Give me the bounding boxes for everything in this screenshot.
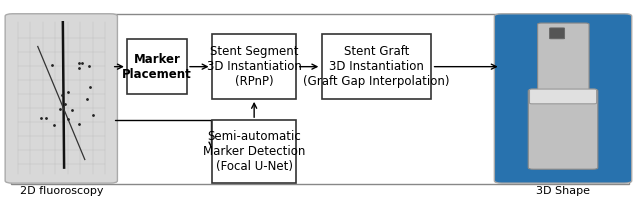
- FancyBboxPatch shape: [538, 23, 589, 96]
- FancyBboxPatch shape: [12, 14, 628, 184]
- Text: 3D Shape: 3D Shape: [536, 186, 590, 197]
- Text: Stent Segment
3D Instantiation
(RPnP): Stent Segment 3D Instantiation (RPnP): [207, 45, 301, 88]
- Text: Marker
Placement: Marker Placement: [122, 53, 192, 81]
- FancyBboxPatch shape: [127, 39, 187, 94]
- Text: Semi-automatic
Marker Detection
(Focal U-Net): Semi-automatic Marker Detection (Focal U…: [203, 130, 305, 173]
- FancyBboxPatch shape: [550, 28, 564, 39]
- Text: 2D fluoroscopy: 2D fluoroscopy: [20, 186, 103, 197]
- FancyBboxPatch shape: [321, 34, 431, 99]
- FancyBboxPatch shape: [494, 14, 632, 183]
- Text: Stent Graft
3D Instantiation
(Graft Gap Interpolation): Stent Graft 3D Instantiation (Graft Gap …: [303, 45, 450, 88]
- FancyBboxPatch shape: [212, 34, 296, 99]
- FancyBboxPatch shape: [5, 14, 117, 183]
- FancyBboxPatch shape: [212, 120, 296, 183]
- FancyBboxPatch shape: [529, 89, 596, 104]
- FancyBboxPatch shape: [528, 89, 598, 169]
